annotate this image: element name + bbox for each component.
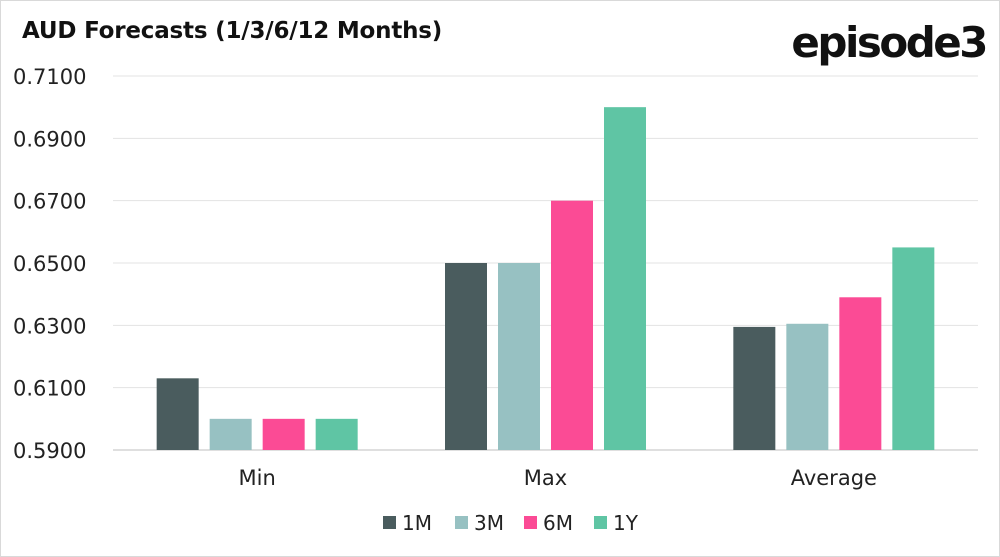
legend-label-1m: 1M [402,511,432,535]
bar-1y-average [892,247,935,450]
y-tick-label: 0.7100 [13,65,86,89]
bar-6m-average [839,297,882,450]
bar-1y-max [604,107,646,451]
y-tick-label: 0.6100 [13,377,86,401]
grid-lines [113,75,978,451]
legend: 1M 3M 6M 1Y [383,511,639,535]
x-category-label: Max [524,466,567,490]
bars [156,107,935,451]
y-tick-label: 0.6300 [13,314,86,338]
y-tick-label: 0.6900 [13,127,86,151]
brand-logo: episode3 [791,18,988,67]
legend-swatch-6m [524,516,537,529]
x-axis-categories: Min Max Average [239,466,877,490]
legend-swatch-3m [455,516,468,529]
bar-3m-max [498,263,540,450]
bar-1m-min [156,378,199,450]
bar-1y-min [315,418,358,450]
bar-3m-min [209,418,252,450]
y-tick-label: 0.5900 [13,439,86,463]
bar-1m-max [445,263,487,450]
chart-title: AUD Forecasts (1/3/6/12 Months) [22,18,443,44]
legend-swatch-1m [383,516,396,529]
y-tick-label: 0.6700 [13,190,86,214]
y-axis-ticks: 0.5900 0.6100 0.6300 0.6500 0.6700 0.6900 0.71… [13,65,86,463]
bar-6m-max [551,200,593,450]
legend-label-1y: 1Y [613,511,639,535]
bar-1m-average [733,326,776,450]
legend-swatch-1y [594,516,607,529]
bar-6m-min [262,418,305,450]
bar-3m-average [786,323,829,450]
legend-label-6m: 6M [543,511,573,535]
x-category-label: Average [791,466,877,490]
legend-label-3m: 3M [474,511,504,535]
y-tick-label: 0.6500 [13,252,86,276]
x-category-label: Min [239,466,276,490]
